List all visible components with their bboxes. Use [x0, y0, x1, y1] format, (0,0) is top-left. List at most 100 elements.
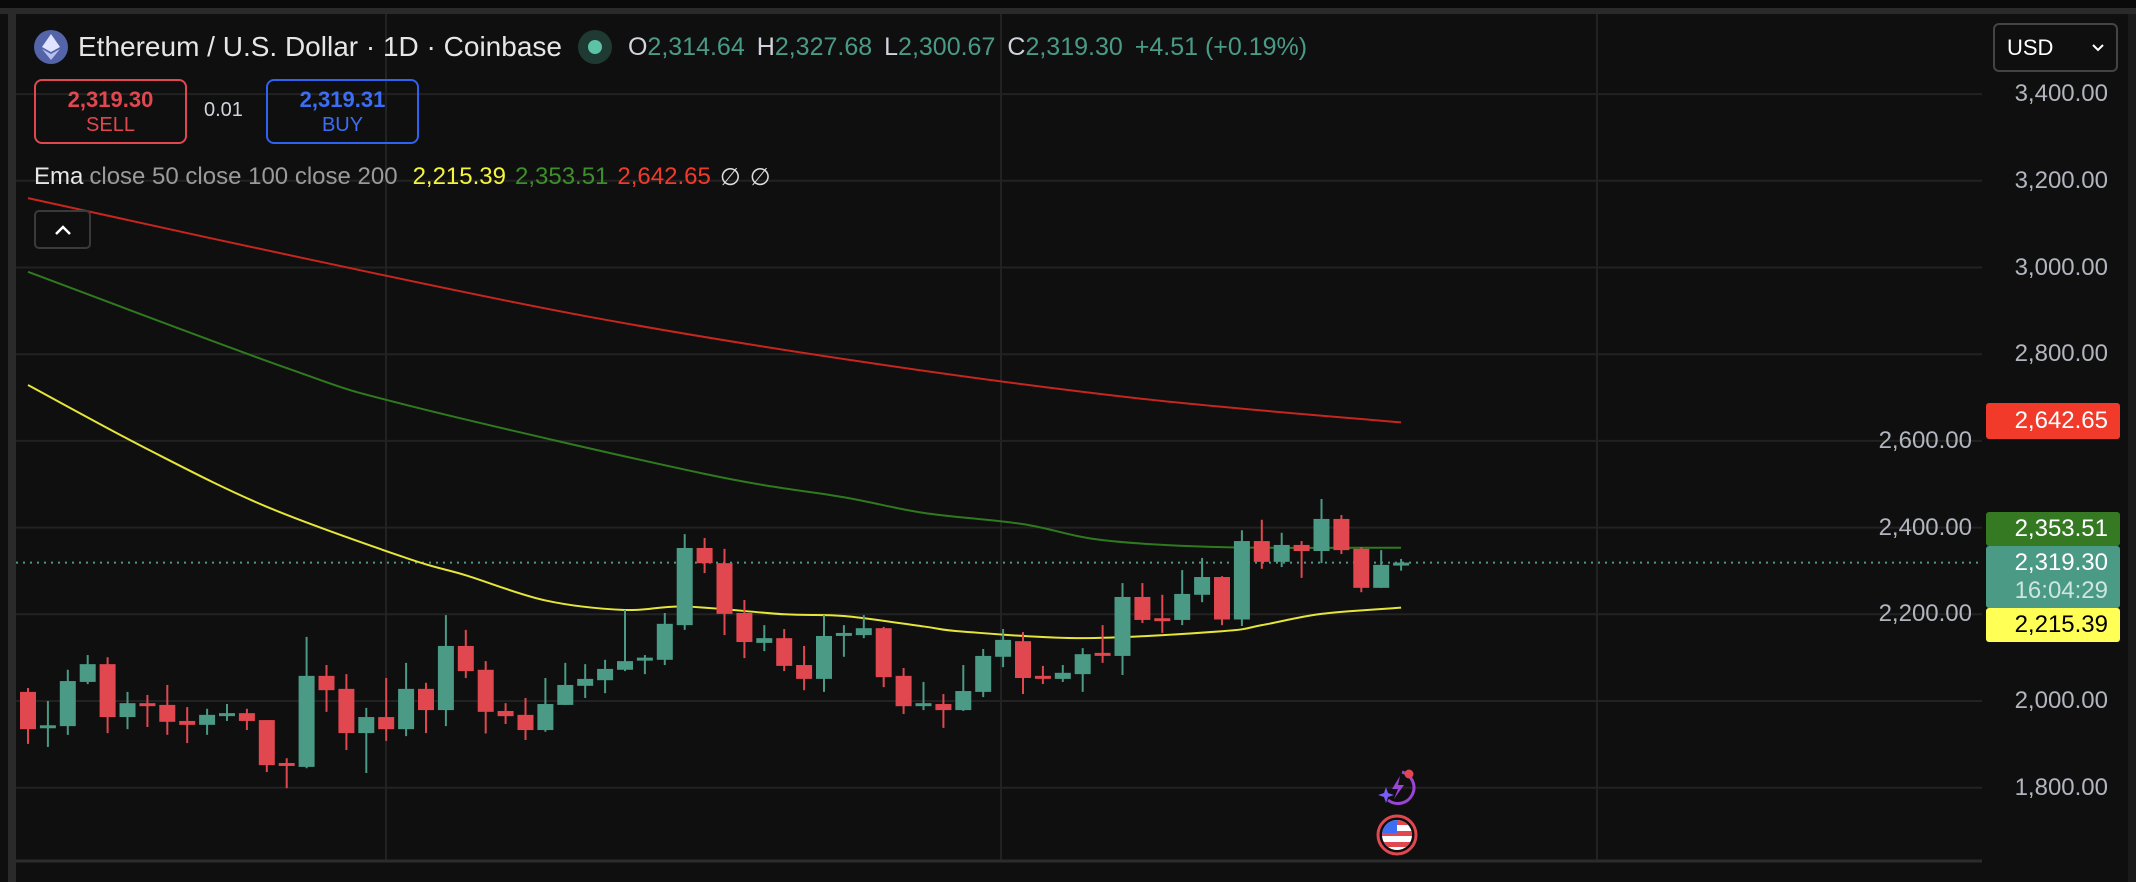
last-price-badge: 2,319.30 16:04:29 [1986, 546, 2120, 608]
candle-body [1393, 562, 1410, 566]
candle-body [199, 714, 216, 725]
candle-body [398, 688, 415, 730]
candle-body [895, 675, 912, 707]
price-change: +4.51 (+0.19%) [1134, 32, 1308, 61]
candle-down [139, 694, 156, 728]
candle-up [1313, 498, 1330, 564]
window-top-border [0, 0, 2136, 14]
candle-body [1134, 596, 1151, 620]
candle-up [199, 708, 216, 735]
candle-down [477, 661, 494, 734]
candle-down [418, 682, 434, 734]
candle-down [935, 694, 952, 728]
candle-down [895, 668, 912, 715]
candle-body [219, 713, 235, 717]
candle-body [1373, 564, 1390, 588]
currency-select[interactable]: USD [1993, 23, 2118, 72]
candle-down [238, 708, 255, 731]
lightning-event-icon[interactable] [1376, 766, 1418, 808]
candle-body [855, 628, 872, 636]
candle-body [557, 684, 574, 705]
candle-body [776, 638, 793, 666]
candle-body [1174, 593, 1191, 620]
candle-body [656, 623, 673, 660]
candle-down [1094, 625, 1111, 663]
candle-down [776, 629, 793, 672]
candle-up [1373, 550, 1390, 588]
empty-value-icon: ∅ [749, 164, 771, 191]
candle-up [59, 669, 76, 735]
candle-down [99, 657, 116, 734]
candle-up [1074, 648, 1091, 692]
candle-body [1253, 541, 1270, 562]
candle-down [875, 626, 892, 688]
candle-body [258, 720, 275, 766]
candle-body [1074, 654, 1091, 675]
ema-indicator-legend[interactable]: Ema close 50 close 100 close 200 2,215.3… [34, 163, 771, 192]
candle-body [99, 664, 116, 718]
candle-up [1194, 557, 1211, 603]
spread-value: 0.01 [204, 99, 243, 121]
collapse-legend-button[interactable] [34, 210, 91, 249]
candle-body [497, 710, 514, 717]
candle-body [20, 691, 36, 730]
open-value: 2,314.64 [647, 32, 745, 61]
ema-line-close-50 [27, 384, 1402, 640]
candle-body [835, 632, 852, 636]
candle-body [696, 547, 713, 564]
candle-up [79, 655, 96, 685]
open-label: O [627, 32, 648, 61]
candle-up [437, 615, 454, 727]
candle-down [796, 645, 813, 691]
ohlc-values: O2,314.64 H2,327.68 L2,300.67 C2,319.30 … [628, 33, 1307, 62]
low-value: 2,300.67 [898, 32, 996, 61]
candle-down [258, 720, 275, 773]
candle-body [1015, 641, 1031, 679]
candle-body [955, 691, 972, 711]
price-tick-label: 2,400.00 [1878, 513, 1972, 541]
candle-body [1154, 618, 1171, 622]
candle-up [1393, 558, 1410, 571]
ema200-price-badge: 2,642.65 [1986, 403, 2120, 439]
candle-body [59, 681, 76, 727]
candle-body [935, 704, 952, 711]
ema50-price-badge: 2,215.39 [1986, 608, 2120, 642]
price-tick-label: 2,000.00 [2014, 687, 2108, 714]
candle-body [577, 678, 594, 686]
candle-up [219, 704, 235, 721]
candle-body [1094, 652, 1111, 656]
sell-price: 2,319.30 [67, 86, 154, 112]
candle-body [179, 720, 196, 725]
candles [20, 498, 1410, 789]
candle-up [1233, 530, 1250, 627]
ema50-value: 2,215.39 [412, 163, 506, 190]
candle-up [676, 534, 693, 630]
symbol-title[interactable]: Ethereum / U.S. Dollar · 1D · Coinbase [78, 31, 562, 62]
indicator-name: Ema [34, 163, 84, 190]
candle-body [676, 547, 693, 626]
price-tick-label: 3,200.00 [2014, 166, 2108, 194]
sell-button[interactable]: 2,319.30 SELL [34, 79, 187, 144]
candle-up [398, 662, 415, 737]
market-open-status-icon[interactable] [577, 30, 612, 64]
us-flag-economic-event-icon[interactable] [1376, 814, 1418, 856]
buy-button[interactable]: 2,319.31 BUY [266, 79, 419, 144]
candle-down [1154, 594, 1171, 633]
candle-body [597, 668, 614, 681]
candle-down [716, 548, 733, 636]
candle-down [1253, 519, 1270, 569]
candle-down [1293, 541, 1310, 578]
candle-up [995, 629, 1012, 668]
candle-body [318, 675, 335, 691]
candle-body [636, 657, 653, 661]
candle-down [318, 665, 335, 712]
candle-down [696, 538, 713, 574]
candle-up [1174, 570, 1191, 626]
ema100-price-badge: 2,353.51 [1986, 512, 2120, 546]
candle-body [1293, 544, 1310, 552]
candle-body [238, 713, 255, 721]
candle-body [975, 655, 992, 692]
candle-down [378, 678, 395, 741]
candle-body [816, 635, 832, 679]
